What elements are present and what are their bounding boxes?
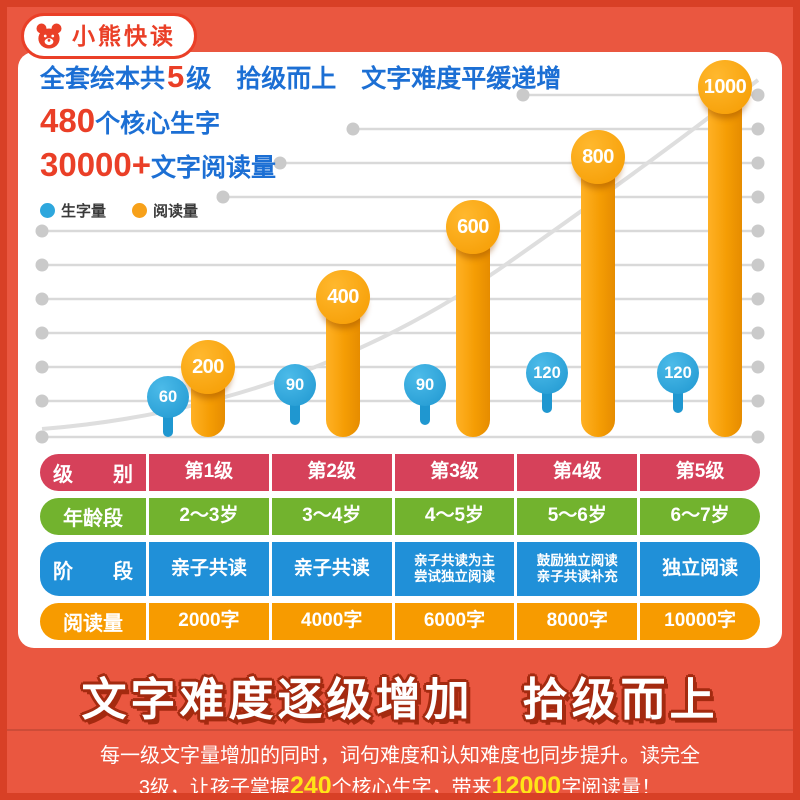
headline-block: 全套绘本共5级 拾级而上 文字难度平缓递增 480个核心生字 30000+文字阅…: [40, 60, 561, 221]
table-cell-4-2: 4000字: [268, 603, 392, 640]
footer-highlight-240: 240: [289, 772, 332, 800]
table-cell-2-4: 5～6岁: [514, 498, 637, 535]
vocab-pin-value-5: 120: [657, 352, 699, 394]
headline-2: 480个核心生字: [40, 102, 561, 147]
legend-item-yuedu: 阅读量: [132, 200, 198, 221]
table-cell-3-3: 亲子共读为主 尝试独立阅读: [391, 542, 515, 596]
reading-bar-value-3: 600: [446, 200, 500, 254]
headline-3-suffix: 文字阅读量: [151, 154, 277, 182]
table-cell-1-5: 第5级: [637, 454, 760, 491]
table-cell-4-1: 2000字: [146, 603, 269, 640]
brand-badge: 小熊快读: [21, 13, 197, 59]
legend-dot-orange-icon: [132, 203, 148, 218]
headline-1: 全套绘本共5级 拾级而上 文字难度平缓递增: [40, 60, 561, 99]
table-row-3: 阶 段亲子共读 亲子共读 亲子共读为主 尝试独立阅读 鼓励独立阅读 亲子共读补充 独立阅…: [40, 542, 760, 596]
vocab-pin-value-3: 90: [404, 364, 446, 406]
legend-label-yuedu: 阅读量: [153, 203, 199, 220]
vocab-pin-value-1: 60: [147, 376, 189, 418]
table-cell-3-4: 鼓励独立阅读 亲子共读补充: [514, 542, 637, 596]
footer-highlight-12000: 12000: [491, 772, 562, 800]
table-cell-4-3: 6000字: [391, 603, 515, 640]
reading-bar-value-5: 1000: [698, 60, 752, 114]
table-cell-3-2: 亲子共读: [268, 542, 392, 596]
vocab-pin-tail-1: [163, 411, 173, 437]
reading-bar-value-2: 400: [316, 270, 370, 324]
headline-1-number: 5: [167, 59, 185, 94]
vocab-pin-value-4: 120: [526, 352, 568, 394]
table-cell-1-2: 第2级: [268, 454, 392, 491]
headline-2-suffix: 个核心生字: [95, 110, 221, 138]
table-row-label-2: 年龄段: [63, 508, 123, 530]
footer-paragraph: 每一级文字量增加的同时，词句难度和认知难度也同步提升。读完全 3级，让孩子掌握2…: [7, 741, 793, 800]
headline-2-number: 480: [40, 102, 96, 139]
vocab-pin-tail-5: [673, 387, 683, 413]
footer-divider: [7, 729, 793, 731]
chart-card: 200 400 600 800 1000 60 90 90 120 120 全套绘本共5级 拾级而…: [18, 52, 782, 648]
table-cell-4-5: 10000字: [637, 603, 760, 640]
footer-line1: 每一级文字量增加的同时，词句难度和认知难度也同步提升。读完全: [100, 745, 700, 767]
table-cell-2-3: 4～5岁: [391, 498, 515, 535]
table-row-label-3: 阶 段: [53, 560, 133, 583]
table-row-label-1: 级 别: [53, 464, 133, 486]
reading-bar-5: [708, 87, 742, 437]
table-row-label-4: 阅读量: [63, 613, 123, 635]
table-cell-2-5: 6～7岁: [637, 498, 760, 535]
headline-1-prefix: 全套绘本共: [40, 65, 166, 93]
vocab-pin-value-2: 90: [274, 364, 316, 406]
table-cell-1-1: 第1级: [146, 454, 269, 491]
table-row-2: 年龄段 2～3岁 3～4岁 4～5岁 5～6岁 6～7岁: [40, 498, 760, 535]
footer-line2-c: 字阅读量！: [561, 777, 662, 799]
legend-item-shengzi: 生字量: [40, 200, 106, 221]
table-row-4: 阅读量 2000字 4000字 6000字 8000字 10000字: [40, 603, 760, 640]
vocab-pin-tail-3: [420, 399, 430, 425]
headline-3: 30000+文字阅读量: [40, 147, 561, 190]
table-cell-1-4: 第4级: [514, 454, 637, 491]
table-cell-2-2: 3～4岁: [268, 498, 392, 535]
vocab-pin-tail-4: [542, 387, 552, 413]
table-cell-1-3: 第3级: [391, 454, 515, 491]
reading-bar-4: [581, 157, 615, 437]
vocab-pin-tail-2: [290, 399, 300, 425]
table-row-1: 级 别第1级 第2级 第3级 第4级 第5级: [40, 454, 760, 491]
table-cell-4-4: 8000字: [514, 603, 637, 640]
footer-line2-b: 个核心生字，带来: [331, 777, 492, 799]
chart-bars: 200 400 600 800 1000 60 90 90 120 120: [18, 52, 782, 648]
legend-label-shengzi: 生字量: [61, 203, 107, 220]
footer-line2-a: 3级，让孩子掌握: [138, 777, 290, 799]
brand-name: 小熊快读: [72, 22, 176, 49]
table-cell-3-1: 亲子共读: [146, 542, 269, 596]
headline-1-suffix: 级 拾级而上 文字难度平缓递增: [186, 65, 562, 93]
level-table: 级 别第1级 第2级 第3级 第4级 第5级年龄段 2～3岁 3～4岁 4～5岁 5～6岁 6～7…: [40, 454, 760, 647]
legend-dot-blue-icon: [40, 203, 55, 218]
reading-bar-3: [456, 227, 490, 437]
reading-bar-value-4: 800: [571, 130, 625, 184]
chart-grid: [35, 78, 765, 444]
bear-logo-icon: [36, 23, 62, 49]
table-cell-2-1: 2～3岁: [146, 498, 269, 535]
table-cell-3-5: 独立阅读: [637, 542, 760, 596]
headline-3-number: 30000+: [40, 146, 152, 183]
footer-title: 文字难度逐级增加 拾级而上: [81, 674, 719, 725]
chart-legend: 生字量 阅读量: [40, 200, 561, 221]
reading-bar-value-1: 200: [181, 340, 235, 394]
